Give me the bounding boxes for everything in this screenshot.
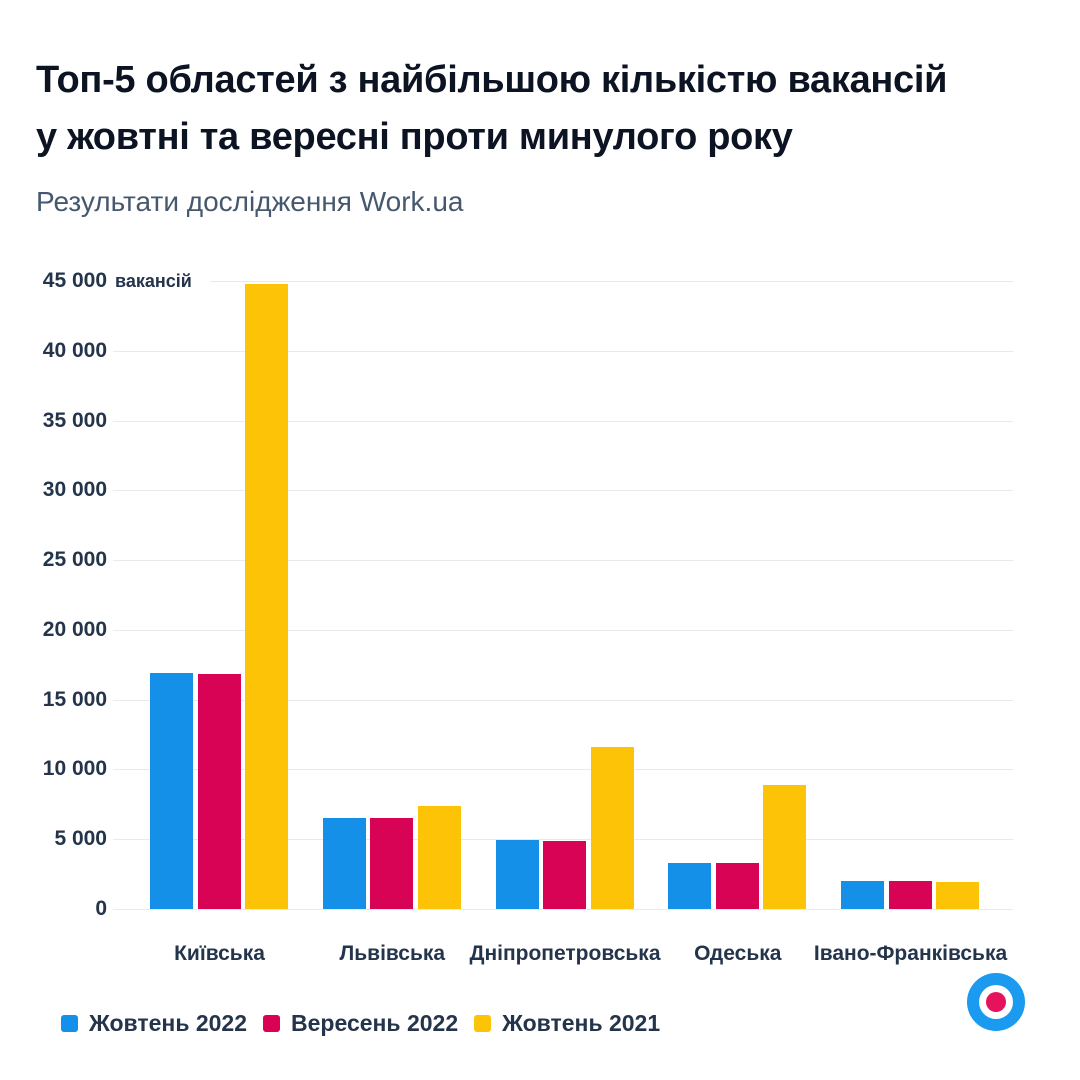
legend-item: Жовтень 2022 <box>61 1010 247 1037</box>
chart-legend: Жовтень 2022 Вересень 2022 Жовтень 2021 <box>61 1010 660 1037</box>
bar <box>197 673 241 909</box>
bar <box>936 881 979 909</box>
y-axis-tick-value: 45 000 <box>42 269 107 292</box>
legend-swatch <box>61 1015 78 1032</box>
legend-label: Жовтень 2022 <box>89 1010 248 1036</box>
work-ua-logo <box>967 973 1025 1031</box>
bar <box>417 805 461 909</box>
gridline <box>113 420 1013 422</box>
x-axis-label: Івано-Франківська <box>813 942 1008 965</box>
y-axis-unit-label: вакансій <box>115 271 192 291</box>
bar <box>322 818 366 909</box>
legend-item: Жовтень 2021 <box>474 1010 660 1037</box>
gridline <box>113 629 1013 631</box>
y-axis-tick-value: 30 000 <box>42 478 107 502</box>
bar <box>763 784 807 909</box>
x-axis-label: Дніпропетровська <box>469 942 661 965</box>
bar <box>590 747 634 909</box>
bar <box>245 283 288 909</box>
bar <box>370 817 414 909</box>
gridline <box>113 490 1013 492</box>
y-axis-tick: 35 000 <box>20 407 107 435</box>
y-axis-tick: 15 000 <box>20 686 107 714</box>
legend-label: Вересень 2022 <box>291 1010 459 1036</box>
legend-swatch <box>474 1015 492 1032</box>
work-ua-logo-ring <box>979 985 1013 1019</box>
y-axis-tick: 10 000 <box>20 755 107 783</box>
bar <box>495 839 539 909</box>
gridline <box>210 281 1013 282</box>
y-axis-tick: 20 000 <box>20 616 107 644</box>
y-axis-tick-value: 0 <box>95 897 107 920</box>
page-title-line-2: у жовтні та вересні проти минулого року <box>36 116 793 158</box>
gridline <box>113 769 1013 771</box>
page-title-line-1: Топ-5 областей з найбільшою кількістю ва… <box>36 59 948 101</box>
y-axis-tick-value: 5 000 <box>54 827 107 851</box>
x-axis-label: Київська <box>174 942 265 965</box>
x-axis-label: Одеська <box>694 942 782 965</box>
gridline <box>113 909 1013 910</box>
y-axis-tick-value: 35 000 <box>42 408 107 432</box>
bar <box>543 841 586 909</box>
work-ua-logo-dot <box>986 992 1006 1012</box>
gridline <box>113 839 1013 841</box>
y-axis-tick-value: 15 000 <box>42 687 107 711</box>
legend-swatch <box>263 1015 281 1032</box>
bar <box>150 673 193 909</box>
y-axis-tick-value: 25 000 <box>42 548 107 572</box>
legend-item: Вересень 2022 <box>263 1010 458 1037</box>
y-axis-tick-value: 40 000 <box>42 338 107 362</box>
bar <box>841 881 884 909</box>
legend-label: Жовтень 2021 <box>502 1010 661 1036</box>
y-axis-tick: 45 000 вакансій <box>20 267 192 295</box>
page-title: Топ-5 областей з найбільшою кількістю ва… <box>36 52 1076 166</box>
bar <box>715 862 759 909</box>
bar <box>668 862 712 909</box>
y-axis-tick-value: 10 000 <box>42 757 107 781</box>
page-subtitle: Результати дослідження Work.ua <box>36 186 464 217</box>
y-axis-tick-value: 20 000 <box>42 617 107 641</box>
gridline <box>113 560 1013 562</box>
y-axis-tick: 30 000 <box>20 476 107 504</box>
bar <box>888 881 932 909</box>
y-axis-tick: 0 <box>20 895 107 923</box>
y-axis-tick: 5 000 <box>20 825 107 853</box>
y-axis-tick: 40 000 <box>20 337 107 365</box>
gridline <box>113 699 1013 701</box>
x-axis-label: Львівська <box>339 942 446 965</box>
y-axis-tick: 25 000 <box>20 546 107 574</box>
gridline <box>113 350 1013 352</box>
